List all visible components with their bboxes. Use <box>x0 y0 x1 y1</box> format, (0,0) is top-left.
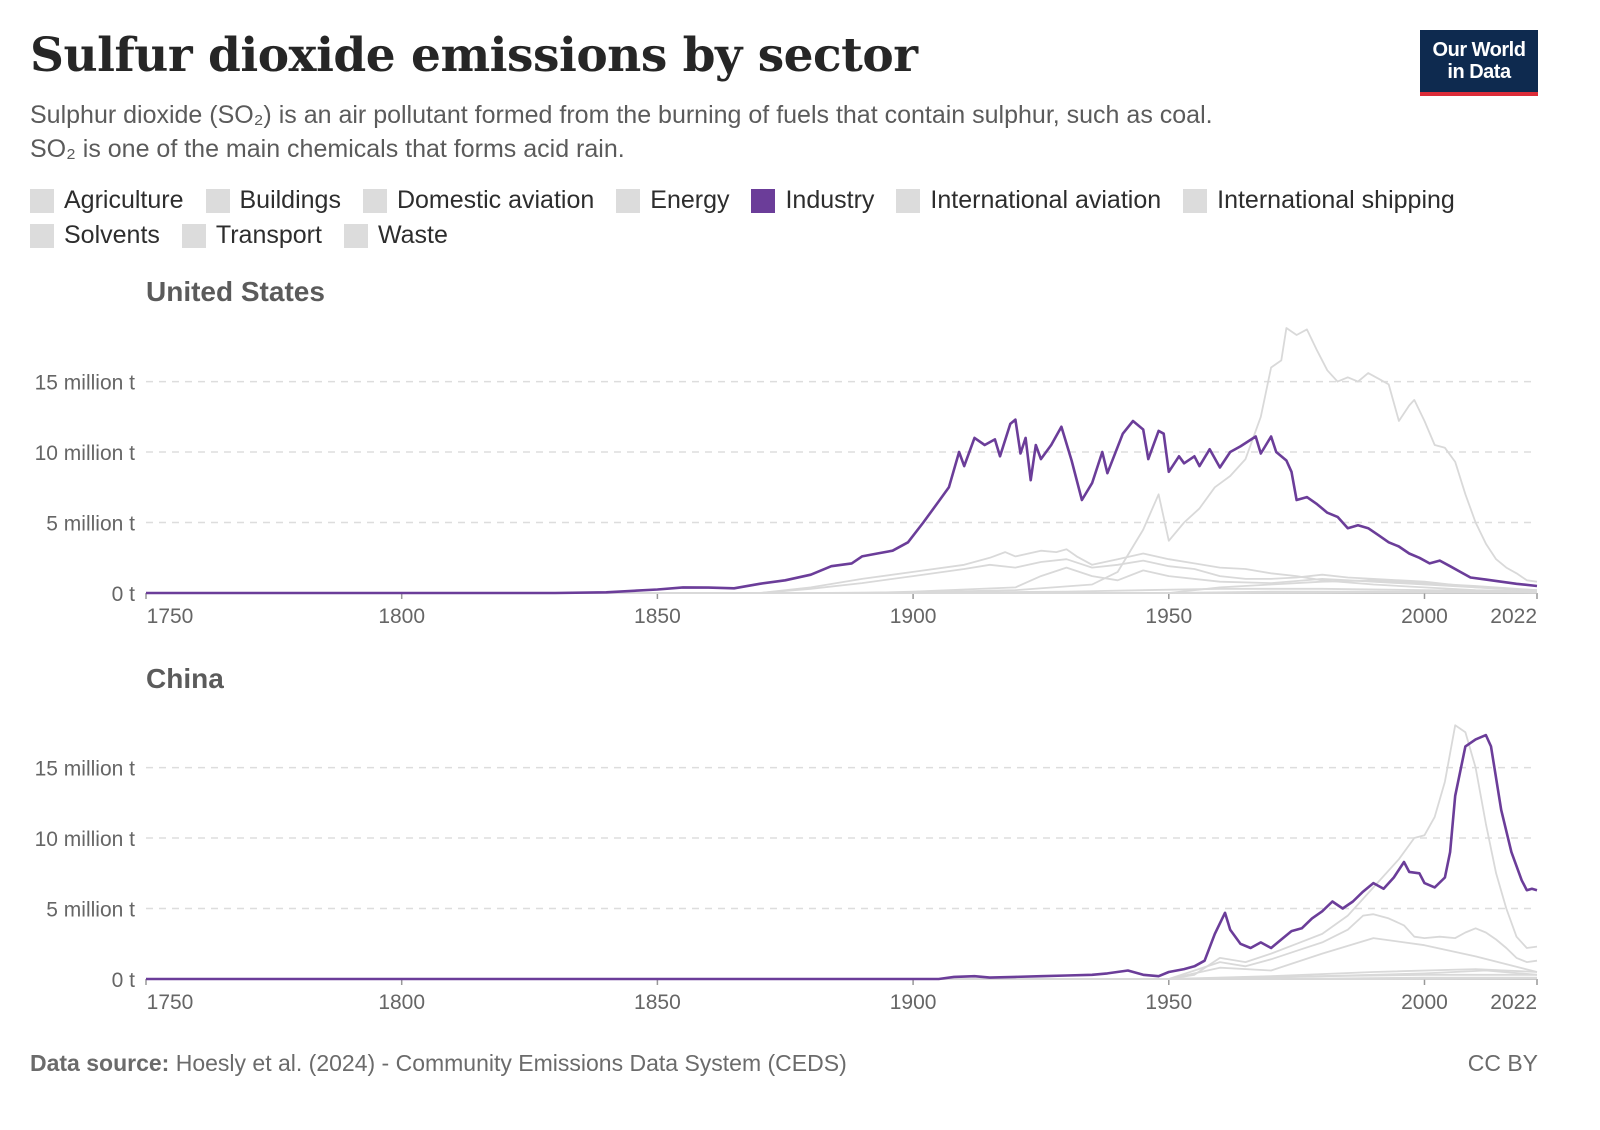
us-y-tick-label: 0 t <box>112 583 136 606</box>
us-line-buildings[interactable] <box>146 548 1538 594</box>
us-x-tick-label: 1800 <box>378 605 425 628</box>
logo-line-1: Our World <box>1432 39 1526 61</box>
legend-swatch-solvents <box>30 223 54 248</box>
us-line-international-shipping[interactable] <box>146 579 1538 594</box>
legend-label-international-shipping: International shipping <box>1217 186 1455 214</box>
owid-logo[interactable]: Our World in Data <box>1420 30 1538 96</box>
legend: Agriculture Buildings Domestic aviation Ene… <box>30 186 1570 250</box>
chart-china[interactable]: 0 t 5 million t 10 million t 15 million t 17… <box>0 706 1600 1026</box>
legend-item-buildings[interactable]: Buildings <box>205 186 341 215</box>
us-line-international-aviation[interactable] <box>146 591 1537 594</box>
subtitle-line-1: Sulphur dioxide (SO₂) is an air pollutan… <box>30 101 1213 129</box>
us-y-tick-label: 15 million t <box>35 372 136 395</box>
legend-label-waste: Waste <box>377 221 448 249</box>
us-x-tick-label: 1950 <box>1145 605 1192 628</box>
china-x-tick-label: 2022 <box>1490 991 1537 1014</box>
legend-label-transport: Transport <box>215 221 322 249</box>
us-line-transport[interactable] <box>146 558 1538 594</box>
us-y-tick-label: 5 million t <box>46 513 135 536</box>
china-line-agriculture[interactable] <box>146 968 1538 980</box>
legend-label-energy: Energy <box>650 186 730 214</box>
legend-swatch-energy <box>616 188 641 213</box>
legend-item-industry[interactable]: Industry <box>751 186 874 215</box>
china-x-tick-label: 1850 <box>634 991 681 1014</box>
legend-label-international-aviation: International aviation <box>930 186 1162 214</box>
china-y-tick-label: 15 million t <box>35 758 136 781</box>
china-x-tick-label: 1950 <box>1145 991 1192 1014</box>
china-x-tick-label: 1800 <box>378 991 425 1014</box>
legend-label-solvents: Solvents <box>64 221 160 249</box>
legend-swatch-buildings <box>205 188 230 213</box>
legend-swatch-waste <box>343 223 368 248</box>
legend-label-agriculture: Agriculture <box>64 186 184 214</box>
logo-line-2: in Data <box>1447 61 1511 83</box>
data-source-text[interactable]: Hoesly et al. (2024) - Community Emissio… <box>175 1050 847 1076</box>
legend-swatch-transport <box>181 223 206 248</box>
chart-title: Sulfur dioxide emissions by sector <box>30 28 918 83</box>
china-y-tick-label: 5 million t <box>46 899 135 922</box>
legend-item-solvents[interactable]: Solvents <box>30 221 160 250</box>
china-y-tick-label: 0 t <box>112 969 136 992</box>
us-x-tick-label: 1850 <box>634 605 681 628</box>
us-y-tick-label: 10 million t <box>35 442 136 465</box>
legend-item-waste[interactable]: Waste <box>343 221 448 250</box>
china-line-transport[interactable] <box>146 937 1538 980</box>
license-link[interactable]: CC BY <box>1467 1050 1538 1076</box>
china-y-tick-label: 10 million t <box>35 828 136 851</box>
legend-label-industry: Industry <box>785 186 875 214</box>
us-line-industry[interactable] <box>146 418 1538 595</box>
data-source-label: Data source: <box>30 1050 170 1076</box>
legend-item-transport[interactable]: Transport <box>181 221 322 250</box>
legend-item-domestic-aviation[interactable]: Domestic aviation <box>362 186 595 215</box>
legend-item-agriculture[interactable]: Agriculture <box>30 186 184 215</box>
china-x-tick-label: 1750 <box>147 991 194 1014</box>
legend-label-domestic-aviation: Domestic aviation <box>396 186 595 214</box>
chart-united-states[interactable]: 0 t 5 million t 10 million t 15 million t 17… <box>0 320 1600 640</box>
panel-title-united-states: United States <box>146 276 325 307</box>
legend-item-energy[interactable]: Energy <box>616 186 729 215</box>
chart-subtitle: Sulphur dioxide (SO₂) is an air pollutan… <box>30 98 1350 166</box>
legend-label-buildings: Buildings <box>239 186 341 214</box>
china-line-industry[interactable] <box>146 733 1538 981</box>
legend-item-international-aviation[interactable]: International aviation <box>896 186 1161 215</box>
china-line-buildings[interactable] <box>146 913 1538 980</box>
us-x-tick-label: 2000 <box>1401 605 1448 628</box>
legend-swatch-international-shipping <box>1183 188 1208 213</box>
us-x-tick-label: 1750 <box>147 605 194 628</box>
us-x-tick-label: 1900 <box>890 605 937 628</box>
china-line-energy[interactable] <box>146 724 1538 980</box>
us-x-tick-label: 2022 <box>1490 605 1537 628</box>
legend-swatch-agriculture <box>30 188 54 213</box>
china-x-tick-label: 2000 <box>1401 991 1448 1014</box>
data-source: Data source: Hoesly et al. (2024) - Comm… <box>30 1050 847 1077</box>
legend-item-international-shipping[interactable]: International shipping <box>1183 186 1455 215</box>
legend-swatch-international-aviation <box>896 188 921 213</box>
us-line-energy[interactable] <box>146 327 1538 594</box>
legend-swatch-industry <box>751 188 776 213</box>
china-x-tick-label: 1900 <box>890 991 937 1014</box>
subtitle-line-2: SO₂ is one of the main chemicals that fo… <box>30 135 625 163</box>
us-line-agriculture[interactable] <box>146 566 1538 594</box>
legend-swatch-domestic-aviation <box>362 188 387 213</box>
panel-title-china: China <box>146 663 224 694</box>
